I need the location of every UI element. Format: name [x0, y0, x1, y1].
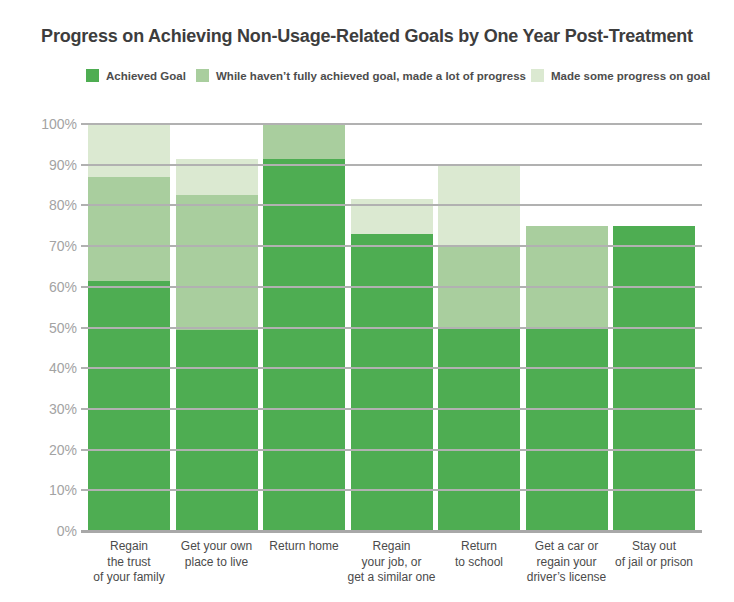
bar-segment[interactable]	[88, 177, 170, 281]
y-axis-tick-label: 20%	[17, 442, 77, 458]
gridline	[81, 489, 702, 491]
legend-swatch-icon	[196, 69, 209, 82]
gridline	[81, 367, 702, 369]
bar-segment[interactable]	[526, 328, 608, 532]
gridline	[81, 204, 702, 206]
bar-segment[interactable]	[88, 124, 170, 177]
y-axis-tick-label: 90%	[17, 157, 77, 173]
x-axis-category-label: Stay out of jail or prison	[596, 539, 712, 570]
legend-item-label: Made some progress on goal	[551, 70, 710, 82]
bar-segment[interactable]	[438, 328, 520, 532]
gridline	[81, 286, 702, 288]
y-axis-tick-label: 10%	[17, 482, 77, 498]
gridline	[81, 449, 702, 451]
bar-segment[interactable]	[263, 159, 345, 531]
gridline	[81, 530, 702, 533]
y-axis-tick-label: 100%	[17, 116, 77, 132]
y-axis-tick-label: 30%	[17, 401, 77, 417]
y-axis-tick-label: 80%	[17, 197, 77, 213]
chart-title: Progress on Achieving Non-Usage-Related …	[0, 26, 734, 47]
bar-segment[interactable]	[613, 226, 695, 531]
legend-swatch-icon	[86, 69, 99, 82]
gridline	[81, 245, 702, 247]
gridline	[81, 164, 702, 166]
bar-segment[interactable]	[263, 124, 345, 159]
chart-container: Progress on Achieving Non-Usage-Related …	[0, 0, 734, 602]
y-axis-tick-label: 70%	[17, 238, 77, 254]
gridline	[81, 123, 702, 125]
legend-item-label: Achieved Goal	[106, 70, 186, 82]
gridline	[81, 327, 702, 329]
legend-swatch-icon	[531, 69, 544, 82]
legend-item-label: While haven’t fully achieved goal, made …	[216, 70, 526, 82]
legend-item[interactable]: Achieved Goal	[86, 66, 186, 82]
legend-item[interactable]: Made some progress on goal	[531, 66, 710, 82]
bar-segment[interactable]	[176, 195, 258, 329]
legend-item[interactable]: While haven’t fully achieved goal, made …	[196, 66, 526, 82]
bar-segment[interactable]	[351, 234, 433, 531]
y-axis-tick-label: 50%	[17, 320, 77, 336]
y-axis-tick-label: 40%	[17, 360, 77, 376]
bar-segment[interactable]	[176, 330, 258, 531]
y-axis-tick-label: 60%	[17, 279, 77, 295]
bar-segment[interactable]	[88, 281, 170, 531]
gridline	[81, 408, 702, 410]
bar-segment[interactable]	[526, 226, 608, 328]
y-axis-tick-label: 0%	[17, 523, 77, 539]
